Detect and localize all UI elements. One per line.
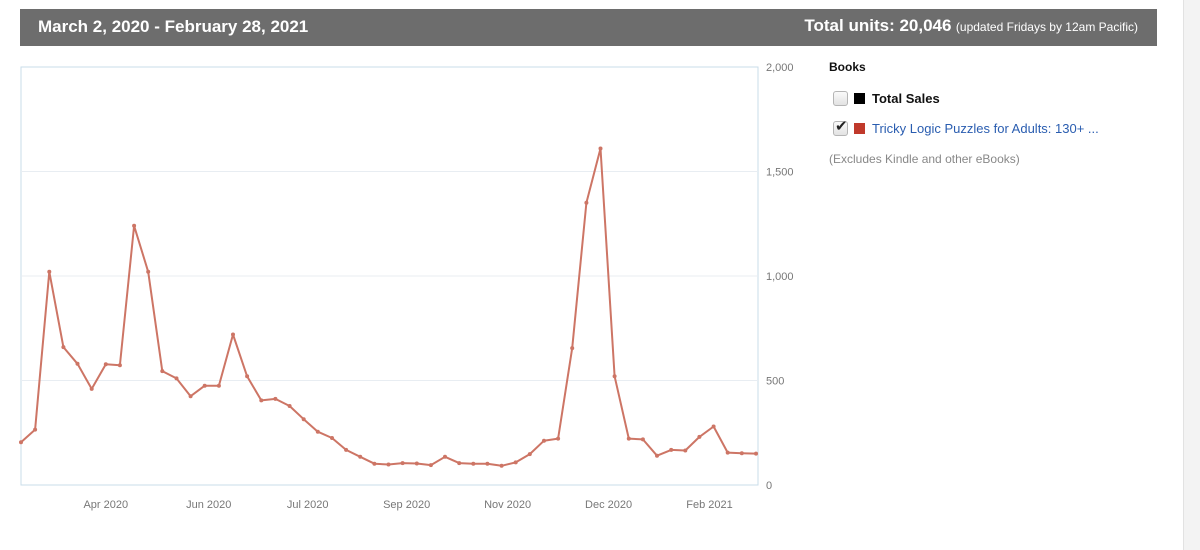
data-point: [697, 434, 702, 439]
data-point: [160, 369, 165, 374]
data-point: [570, 346, 575, 351]
data-point: [683, 448, 688, 453]
legend: Books Total Sales ✔ Tricky Logic Puzzles…: [829, 60, 1149, 166]
data-point: [61, 345, 66, 350]
data-point: [754, 451, 758, 456]
data-point: [301, 417, 306, 422]
y-tick-label: 2,000: [766, 62, 794, 74]
data-point: [132, 223, 137, 228]
data-point: [669, 447, 674, 452]
data-point: [344, 447, 349, 452]
date-range: March 2, 2020 - February 28, 2021: [38, 17, 309, 36]
data-point: [315, 429, 320, 434]
check-icon: ✔: [835, 117, 848, 135]
y-tick-label: 1,000: [766, 271, 794, 283]
data-point: [89, 386, 94, 391]
data-point: [443, 454, 447, 459]
x-tick-label: Jul 2020: [287, 499, 329, 511]
x-tick-label: Nov 2020: [484, 499, 531, 511]
data-point: [231, 332, 235, 337]
data-point: [33, 427, 38, 432]
data-point: [358, 454, 363, 459]
legend-title: Books: [829, 60, 866, 74]
y-tick-label: 0: [766, 480, 772, 492]
data-point: [414, 461, 419, 466]
data-point: [711, 424, 716, 429]
data-point: [612, 374, 617, 379]
total-units-wrap: Total units: 20,046 (updated Fridays by …: [804, 16, 1138, 36]
data-point: [400, 461, 405, 466]
data-point: [739, 451, 744, 456]
legend-note: (Excludes Kindle and other eBooks): [829, 152, 1020, 166]
data-point: [202, 383, 207, 388]
y-tick-label: 1,500: [766, 167, 794, 179]
y-tick-label: 500: [766, 376, 784, 388]
data-point: [513, 460, 518, 465]
data-point: [245, 374, 250, 379]
x-tick-label: Jun 2020: [186, 499, 231, 511]
data-point: [542, 438, 546, 443]
total-units: Total units: 20,046: [804, 16, 952, 35]
data-point: [640, 437, 645, 442]
data-point: [598, 146, 603, 151]
legend-item-book[interactable]: ✔ Tricky Logic Puzzles for Adults: 130+ …: [829, 116, 1149, 140]
data-point: [556, 436, 561, 441]
data-point: [499, 463, 504, 468]
data-point: [485, 461, 490, 466]
legend-swatch-total-sales: [854, 92, 865, 104]
data-point: [655, 453, 659, 458]
book-checkbox[interactable]: ✔: [833, 117, 848, 136]
x-tick-label: Dec 2020: [585, 499, 632, 511]
chart-svg: 0 500 1,000 1,500 2,000 Apr 2020 Jun 2020 Jul 2…: [19, 62, 794, 511]
data-point: [188, 394, 193, 399]
data-point: [428, 463, 433, 468]
data-point: [372, 461, 377, 466]
data-point: [287, 404, 292, 408]
data-point: [103, 362, 108, 367]
data-point: [47, 269, 52, 274]
legend-item-total-sales[interactable]: Total Sales: [829, 86, 1149, 110]
data-point: [386, 462, 391, 467]
data-point: [626, 436, 631, 441]
update-note: (updated Fridays by 12am Pacific): [955, 20, 1138, 34]
data-point: [725, 450, 730, 455]
data-point: [146, 269, 151, 274]
total-sales-checkbox[interactable]: [833, 90, 848, 106]
x-tick-label: Feb 2021: [686, 499, 732, 511]
x-tick-label: Apr 2020: [83, 499, 128, 511]
data-point: [584, 200, 589, 205]
x-tick-label: Sep 2020: [383, 499, 430, 511]
data-point: [216, 383, 221, 388]
data-point: [527, 452, 532, 457]
series-line: [20, 147, 757, 467]
legend-label-total-sales: Total Sales: [872, 90, 940, 106]
data-point: [117, 363, 122, 368]
data-point: [471, 461, 476, 466]
data-point: [273, 396, 278, 401]
report-header: March 2, 2020 - February 28, 2021 Total …: [20, 9, 1157, 46]
data-point: [75, 361, 80, 366]
page-scrollbar[interactable]: [1183, 0, 1200, 550]
sales-chart: 0 500 1,000 1,500 2,000 Apr 2020 Jun 2020 Jul 2…: [0, 50, 810, 525]
data-point: [174, 376, 179, 381]
data-point: [457, 461, 462, 466]
data-point: [19, 440, 23, 445]
data-point: [330, 436, 334, 440]
legend-label-book[interactable]: Tricky Logic Puzzles for Adults: 130+ ..…: [872, 120, 1099, 136]
legend-swatch-book: [854, 122, 865, 134]
data-point: [259, 398, 264, 403]
